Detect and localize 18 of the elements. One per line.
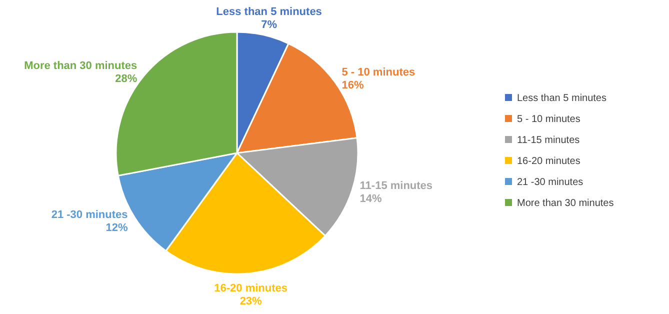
data-label: 14% [360, 193, 382, 206]
legend-label: 21 -30 minutes [517, 177, 584, 188]
legend-label: 11-15 minutes [517, 135, 580, 146]
legend-label: Less than 5 minutes [517, 93, 606, 104]
slice-label: 5 - 10 minutes [342, 66, 416, 78]
data-label: 12% [106, 222, 128, 234]
data-label: 16% [342, 79, 364, 92]
slice-label: Less than 5 minutes [216, 6, 322, 18]
legend-label: More than 30 minutes [517, 198, 614, 209]
slice-label: 21 -30 minutes [51, 209, 128, 222]
legend-label: 16-20 minutes [517, 156, 580, 167]
data-label: 23% [240, 295, 262, 308]
data-label: 28% [115, 73, 138, 86]
slice-label: 16-20 minutes [214, 282, 288, 294]
legend-label: 5 - 10 minutes [517, 114, 580, 125]
slice-label: More than 30 minutes [24, 60, 138, 72]
slice-label: 11-15 minutes [360, 180, 433, 192]
data-label: 7% [261, 19, 278, 32]
